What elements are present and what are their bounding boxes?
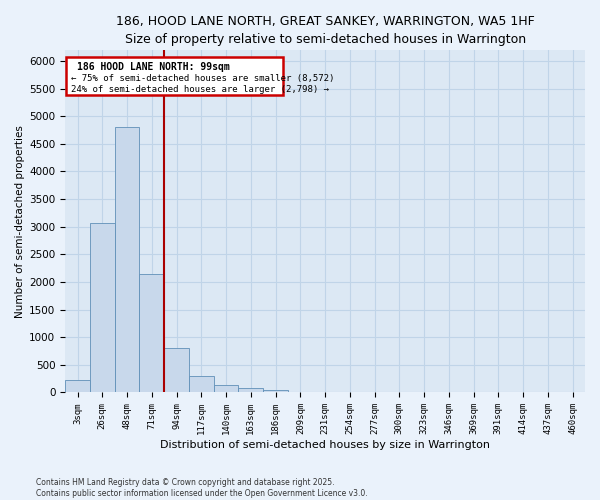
Bar — [189, 376, 214, 392]
Title: 186, HOOD LANE NORTH, GREAT SANKEY, WARRINGTON, WA5 1HF
Size of property relativ: 186, HOOD LANE NORTH, GREAT SANKEY, WARR… — [116, 15, 535, 46]
Text: 186 HOOD LANE NORTH: 99sqm: 186 HOOD LANE NORTH: 99sqm — [77, 62, 229, 72]
Bar — [115, 128, 139, 392]
Text: ← 75% of semi-detached houses are smaller (8,572): ← 75% of semi-detached houses are smalle… — [71, 74, 335, 82]
Bar — [139, 274, 164, 392]
Text: 24% of semi-detached houses are larger (2,798) →: 24% of semi-detached houses are larger (… — [71, 84, 329, 94]
Text: Contains HM Land Registry data © Crown copyright and database right 2025.
Contai: Contains HM Land Registry data © Crown c… — [36, 478, 368, 498]
Y-axis label: Number of semi-detached properties: Number of semi-detached properties — [15, 125, 25, 318]
Bar — [238, 388, 263, 392]
Bar — [164, 348, 189, 393]
Bar — [263, 390, 288, 392]
Bar — [90, 224, 115, 392]
Bar — [214, 386, 238, 392]
X-axis label: Distribution of semi-detached houses by size in Warrington: Distribution of semi-detached houses by … — [160, 440, 490, 450]
Bar — [65, 380, 90, 392]
FancyBboxPatch shape — [67, 56, 283, 95]
